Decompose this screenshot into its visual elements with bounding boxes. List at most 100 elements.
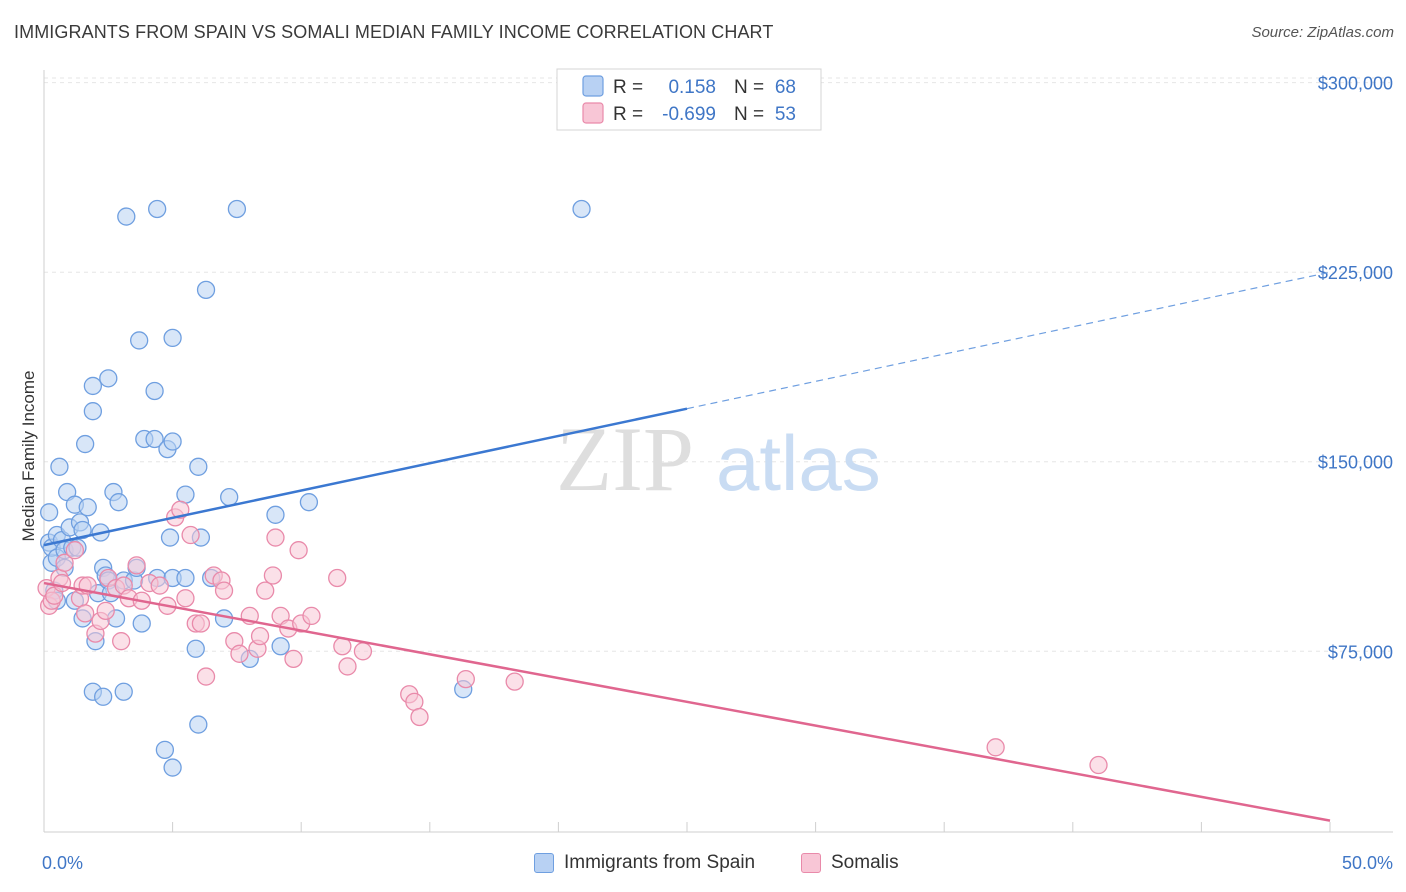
source-label: Source: ZipAtlas.com [1251, 24, 1394, 41]
data-point [150, 576, 169, 595]
watermark-zip: ZIP [556, 408, 694, 510]
data-point [176, 589, 195, 608]
data-point [263, 566, 283, 585]
y-tick-label: $225,000 [1318, 263, 1393, 283]
data-point [289, 541, 308, 560]
data-point [39, 503, 59, 522]
data-point [256, 581, 275, 600]
trend-line-somalis [43, 581, 1331, 822]
data-point [410, 707, 429, 727]
bottom-legend: Immigrants from Spain Somalis [0, 852, 1406, 882]
y-axis-title: Median Family Income [19, 370, 38, 541]
data-point [52, 573, 72, 593]
data-point [191, 614, 211, 633]
data-point [176, 568, 195, 588]
data-point [132, 614, 151, 633]
data-point [186, 639, 205, 658]
trend-lines [43, 271, 1331, 822]
y-tick-label: $75,000 [1328, 642, 1393, 662]
data-point [181, 525, 200, 545]
bottom-legend-item-spain: Immigrants from Spain [534, 852, 755, 874]
x-tick-label-max: 50.0% [1342, 853, 1393, 873]
data-point [338, 657, 357, 676]
data-point [83, 376, 103, 396]
bottom-legend-swatch-spain [534, 853, 554, 873]
legend-n-value-somalis: 53 [775, 104, 796, 125]
legend-r-label-somalis: R = [613, 104, 643, 125]
data-point [148, 199, 167, 219]
data-point [55, 553, 74, 572]
axes: $75,000 $150,000 $225,000 $300,000 0.0% 50.0% [42, 70, 1393, 873]
data-point [163, 328, 182, 348]
data-point [50, 457, 69, 476]
trend-line-spain-extrapolated [686, 271, 1331, 410]
legend-swatch-spain [582, 75, 604, 97]
data-point [160, 528, 180, 547]
watermark-atlas: atlas [716, 419, 881, 507]
data-point [250, 626, 270, 646]
data-point [96, 601, 115, 621]
data-point [176, 485, 195, 504]
data-point [189, 457, 208, 476]
legend-n-value-spain: 68 [775, 77, 796, 98]
data-point [163, 432, 182, 451]
data-point [353, 642, 373, 661]
data-point [114, 682, 133, 701]
data-point [145, 429, 164, 449]
legend-r-label-spain: R = [613, 77, 643, 98]
data-point [196, 280, 216, 300]
data-point [271, 637, 290, 656]
data-point [505, 672, 524, 691]
data-point [986, 738, 1005, 757]
data-point [456, 669, 475, 689]
y-tick-label: $150,000 [1318, 453, 1393, 473]
data-point [284, 649, 303, 669]
data-point [117, 207, 136, 226]
data-point [302, 606, 321, 626]
bottom-legend-item-somalis: Somalis [801, 852, 899, 874]
data-point [163, 758, 182, 777]
legend-n-label-somalis: N = [734, 104, 764, 125]
data-point [405, 692, 424, 711]
data-point [78, 498, 97, 517]
bottom-legend-label-somalis: Somalis [831, 852, 899, 873]
bottom-legend-swatch-somalis [801, 853, 821, 873]
trend-line-spain [43, 407, 688, 547]
data-point [73, 520, 92, 540]
legend-swatch-somalis [582, 102, 604, 124]
data-point [189, 715, 208, 734]
data-point [214, 581, 234, 600]
data-point [171, 500, 190, 519]
data-point [227, 199, 247, 219]
data-point [230, 644, 249, 663]
gridlines [44, 77, 1390, 652]
y-tick-label: $300,000 [1318, 74, 1393, 94]
data-point [94, 687, 113, 706]
data-point [220, 487, 239, 507]
data-point [83, 402, 103, 421]
data-point [328, 568, 347, 588]
legend-r-value-spain: 0.158 [668, 77, 716, 98]
legend-r-value-somalis: -0.699 [662, 104, 716, 125]
legend-n-label-spain: N = [734, 77, 764, 98]
bottom-legend-label-spain: Immigrants from Spain [564, 852, 756, 873]
data-point [299, 493, 319, 512]
data-point [76, 434, 95, 454]
data-point [76, 604, 95, 623]
data-point [155, 740, 175, 760]
data-point [99, 369, 118, 388]
data-point [145, 381, 164, 401]
data-point [130, 331, 149, 350]
data-point [196, 667, 216, 686]
data-point [266, 505, 285, 524]
data-point [266, 528, 285, 547]
data-point [572, 199, 591, 219]
data-point [127, 556, 146, 575]
data-point [109, 493, 128, 512]
data-point [1089, 755, 1108, 775]
legend-box: R = 0.158 N = 68 R = -0.699 N = 53 [556, 68, 822, 131]
data-point [65, 541, 85, 560]
x-tick-label-min: 0.0% [42, 853, 83, 873]
watermark: ZIP atlas [556, 408, 881, 510]
